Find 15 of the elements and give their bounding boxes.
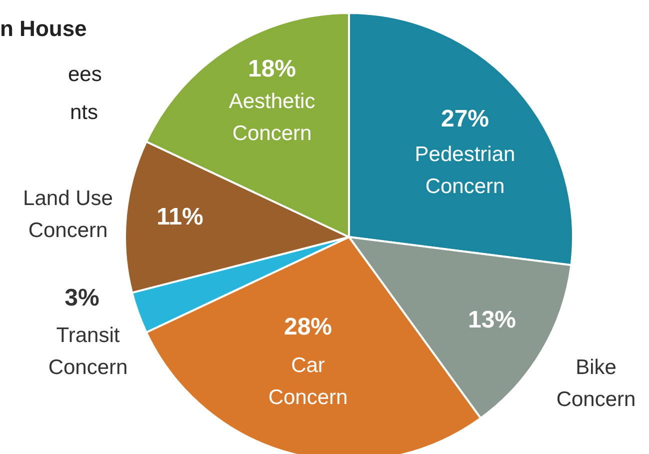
slice-label: Car Concern: [268, 354, 348, 409]
data-label: 18%: [248, 56, 296, 83]
data-label: 3%: [64, 284, 100, 312]
data-label: 11%: [156, 204, 204, 231]
data-label: 13%: [468, 306, 516, 334]
data-label: 28%: [284, 314, 332, 341]
slice-label: Bike Concern: [556, 356, 636, 411]
text: nts: [70, 100, 98, 124]
slice-label: Aesthetic Concern: [228, 90, 316, 145]
data-label: 27%: [440, 106, 490, 133]
slice-label: Land Use Concern: [23, 186, 113, 242]
slice-label: Transit Concern: [48, 324, 128, 379]
slice-label: Pedestrian Concern: [414, 142, 516, 198]
chart-title: n House: [0, 16, 87, 42]
text: ees: [68, 62, 102, 86]
